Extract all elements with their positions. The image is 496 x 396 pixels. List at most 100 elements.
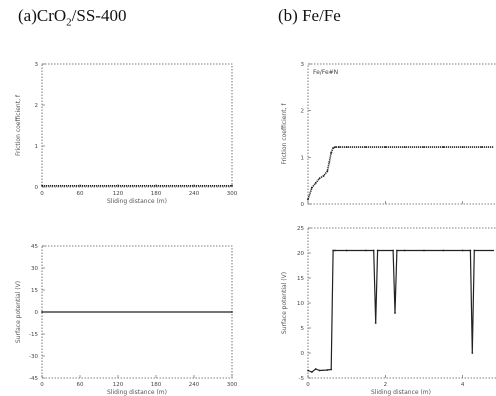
a-top-data-point [41,184,43,187]
b-bottom-data-point [326,369,329,371]
a-top-xtick-label: 0 [40,191,44,197]
b-top-data-point [481,146,483,148]
a-bottom-y-axis-label: Surface potential (V) [15,281,22,343]
a-bottom-xtick-label: 120 [113,382,124,388]
a-top-xtick-label: 300 [227,191,238,197]
b-bottom-series-line [307,249,494,373]
b-bottom-data-point [372,249,375,252]
panel-a-title: (a)CrO2/SS-400 [18,6,126,28]
a-top-x-axis-label: Sliding distance (m) [107,198,167,205]
a-top-ytick-label: 3 [35,62,39,68]
a-bottom-ytick-label: -15 [29,332,38,338]
b-bottom-data-point [471,352,474,354]
a-bottom-xtick-label: 240 [189,382,200,388]
b-top-ytick-label: 0 [301,202,305,208]
a-top-xtick-label: 120 [113,191,124,197]
b-bottom-ytick-label: -5 [299,376,305,382]
a-bottom-xtick-label: 180 [151,382,162,388]
b-top-ytick-label: 3 [301,62,305,68]
b-bottom-data-point [442,249,445,252]
panel-a-title-subscript: 2 [66,16,72,29]
a-top-xtick-label: 240 [189,191,200,197]
b-top-data-point [326,170,329,173]
a-bottom-ytick-label: -45 [29,376,38,382]
b-top-data-point [384,146,387,148]
a-bottom-data-point [41,311,43,313]
a-top-y-axis-label: Friction coefficient, f [15,94,22,156]
b-top-data-point [423,146,425,148]
panel-a-title-main: (a)CrO [18,6,67,25]
a-top-ytick-label: 1 [35,144,39,150]
b-bottom-data-point [314,368,317,370]
b-bottom-ytick-label: 10 [297,301,304,307]
b-bottom-data-point [318,369,321,372]
b-top-data-point [332,147,335,149]
b-top-data-point [307,198,309,201]
b-bottom-xtick-label: 0 [306,382,310,388]
a-bottom-ytick-label: 45 [31,244,38,250]
b-top-data-point [442,146,445,148]
b-bottom-data-point [461,249,464,252]
a-bottom-ytick-label: 15 [31,288,38,294]
b-bottom-data-point [403,249,406,252]
a-top-ytick-label: 2 [35,103,39,109]
b-bottom-data-point [310,371,313,373]
b-bottom-ytick-label: 20 [297,251,304,257]
a-bottom-x-axis-label: Sliding distance (m) [107,389,167,396]
a-top-xtick-label: 180 [151,191,162,197]
panel-a-title-rest: /SS-400 [71,6,127,25]
b-top-data-point [310,186,313,189]
b-bottom-data-point [332,249,335,252]
b-bottom-xtick-label: 4 [461,382,465,388]
b-bottom-data-point [365,249,367,252]
a-top-plot-frame [41,63,233,188]
b-bottom-data-point [423,249,425,252]
a-top-data-point [231,184,233,187]
b-bottom-data-point [330,368,333,371]
b-top-annotation: Fe/Fe#N [313,69,338,76]
b-bottom-xtick-label: 2 [384,382,388,388]
b-top-series-line [307,146,494,200]
b-top-data-point [328,161,331,163]
b-bottom-data-point [374,322,377,324]
a-bottom-data-point [231,311,233,313]
b-bottom-ytick-label: 0 [301,351,305,357]
b-bottom-data-point [394,312,396,314]
a-bottom-xtick-label: 0 [40,382,44,388]
b-bottom-plot-frame [307,227,496,379]
b-bottom-ytick-label: 15 [297,276,304,282]
b-bottom-data-point [307,369,309,372]
b-bottom-data-point [396,249,398,252]
a-bottom-ytick-label: 30 [31,266,38,272]
b-top-ytick-label: 1 [301,155,305,161]
b-top-data-point [403,146,406,148]
a-top-ytick-label: 0 [35,185,39,191]
b-bottom-data-point [376,249,379,252]
b-top-plot-frame [307,63,496,205]
b-bottom-data-point [334,249,336,252]
b-top-data-point [314,182,317,184]
b-bottom-ytick-label: 5 [301,326,305,332]
b-bottom-data-point [392,249,394,252]
b-top-data-point [345,146,348,148]
b-top-ytick-label: 2 [301,109,305,115]
panel-b-title: (b) Fe/Fe [278,6,341,25]
b-bottom-data-point [469,249,472,252]
b-bottom-data-point [345,249,348,252]
b-top-data-point [330,151,333,154]
b-top-data-point [365,146,367,148]
b-top-data-point [338,146,340,148]
b-top-data-point [318,177,321,180]
b-top-data-point [322,175,325,177]
b-bottom-x-axis-label: Sliding distance (m) [371,389,431,396]
a-bottom-xtick-label: 60 [77,382,84,388]
b-top-data-point [334,146,336,148]
b-bottom-data-point [473,249,476,252]
a-bottom-ytick-label: 0 [35,310,39,316]
a-top-xtick-label: 60 [77,191,84,197]
b-top-data-point [461,146,464,148]
b-bottom-ytick-label: 25 [297,226,304,232]
a-bottom-xtick-label: 300 [227,382,238,388]
a-bottom-ytick-label: -30 [29,354,38,360]
